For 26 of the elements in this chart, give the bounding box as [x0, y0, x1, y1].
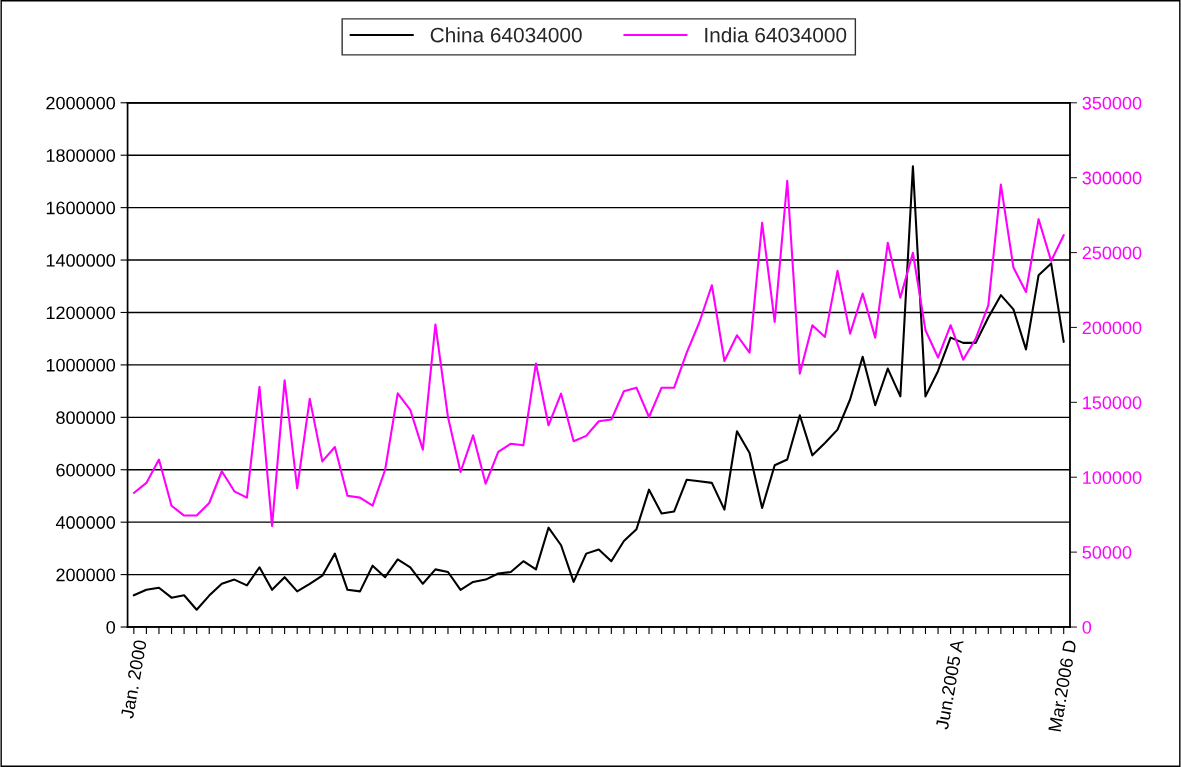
- line-series: [132, 179, 1065, 527]
- x-tick-label: Mar.2006 D: [1048, 639, 1077, 732]
- y-tick-label: 1200000: [46, 306, 116, 320]
- y-tick-label: 0: [106, 620, 116, 634]
- y-tick-label: 2000000: [46, 96, 116, 110]
- y-tick-label: 1000000: [46, 358, 116, 372]
- y2-tick-label: 300000: [1082, 171, 1142, 185]
- y2-tick-label: 100000: [1083, 471, 1142, 484]
- x-tick-label: Jun.2005 A: [935, 638, 964, 730]
- y-tick-label: 1800000: [46, 149, 116, 162]
- y2-tick-label: 350000: [1082, 96, 1142, 110]
- y2-tick-label: 150000: [1083, 396, 1142, 410]
- legend-label: China 64034000: [430, 27, 582, 43]
- y-tick-label: 200000: [56, 568, 116, 582]
- line-series: [132, 165, 1065, 611]
- y2-tick-label: 250000: [1082, 246, 1142, 260]
- x-tick-label: Jan. 2000: [120, 639, 147, 719]
- y2-tick-label: 200000: [1082, 321, 1142, 335]
- y-tick-label: 800000: [56, 411, 116, 425]
- y2-tick-label: 50000: [1082, 546, 1132, 559]
- y-tick-label: 1400000: [46, 253, 116, 267]
- y-tick-label: 400000: [55, 516, 116, 529]
- y-tick-label: 1600000: [46, 201, 116, 215]
- legend-label: India 64034000: [705, 27, 847, 43]
- y-tick-label: 600000: [56, 463, 116, 477]
- y2-tick-label: 0: [1082, 620, 1092, 634]
